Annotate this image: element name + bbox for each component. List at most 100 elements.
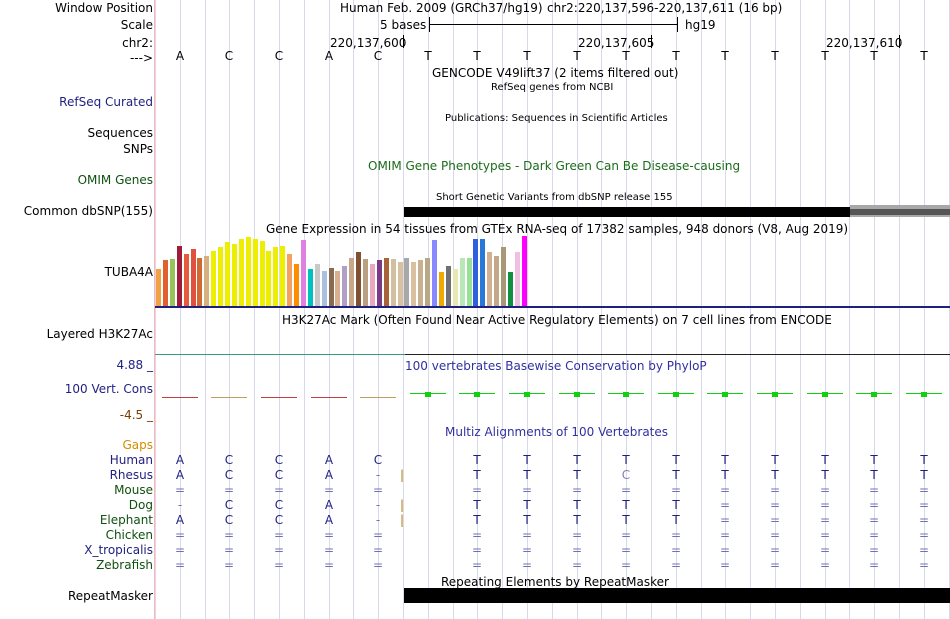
gtex-tissue-bar[interactable] xyxy=(321,271,327,306)
gtex-tissue-bar[interactable] xyxy=(162,260,168,306)
grid-line xyxy=(378,0,379,619)
gtex-tissue-bar[interactable] xyxy=(404,258,410,306)
gtex-gene-label[interactable]: TUBA4A xyxy=(104,265,153,279)
dbsnp-feature-dark[interactable] xyxy=(850,209,950,215)
gtex-tissue-bar[interactable] xyxy=(514,252,520,306)
gtex-tissue-bar[interactable] xyxy=(480,239,486,306)
species-label[interactable]: Rhesus xyxy=(109,468,153,482)
gtex-tissue-bar[interactable] xyxy=(459,258,465,306)
refseq-curated-label[interactable]: RefSeq Curated xyxy=(59,95,153,109)
gtex-tissue-bar[interactable] xyxy=(411,262,417,306)
snps-label[interactable]: SNPs xyxy=(123,142,153,156)
gtex-tissue-bar[interactable] xyxy=(287,254,293,306)
gtex-tissue-bar[interactable] xyxy=(494,256,500,306)
gtex-tissue-bar[interactable] xyxy=(231,244,237,306)
species-label[interactable]: Mouse xyxy=(114,483,153,497)
gtex-tissue-bar[interactable] xyxy=(376,260,382,306)
grid-line xyxy=(254,0,255,619)
gtex-tissue-bar[interactable] xyxy=(300,240,306,306)
scale-bar xyxy=(429,24,677,25)
h3k27ac-track-title: H3K27Ac Mark (Often Found Near Active Re… xyxy=(282,313,832,327)
gtex-tissue-bar[interactable] xyxy=(183,254,189,306)
alignment-base: = xyxy=(769,513,781,527)
gtex-tissue-bar[interactable] xyxy=(432,240,437,306)
gencode-track-title[interactable]: GENCODE V49lift37 (2 items filtered out) xyxy=(432,66,679,80)
base-letter: T xyxy=(771,49,779,63)
gtex-tissue-bar[interactable] xyxy=(169,259,175,306)
gtex-tissue-bar[interactable] xyxy=(369,264,375,306)
gtex-tissue-bar[interactable] xyxy=(390,259,396,306)
gtex-tissue-bar[interactable] xyxy=(487,252,493,306)
gtex-tissue-bar[interactable] xyxy=(245,237,251,306)
gtex-tissue-bar[interactable] xyxy=(466,258,472,306)
gtex-tissue-bar[interactable] xyxy=(307,269,313,306)
alignment-base: = xyxy=(273,483,285,497)
gtex-tissue-bar[interactable] xyxy=(418,260,424,306)
gtex-tissue-bar[interactable] xyxy=(452,269,458,306)
species-label[interactable]: X_tropicalis xyxy=(84,543,153,557)
gtex-tissue-bar[interactable] xyxy=(501,247,506,306)
gtex-tissue-bar[interactable] xyxy=(356,252,362,306)
gtex-tissue-bar[interactable] xyxy=(328,268,334,306)
gtex-tissue-bar[interactable] xyxy=(383,258,389,306)
phylop-negative-mark xyxy=(211,397,247,398)
alignment-base: - xyxy=(375,468,381,482)
cons-track-label[interactable]: 100 Vert. Cons xyxy=(64,382,153,396)
alignment-base: = xyxy=(372,543,384,557)
alignment-base: - xyxy=(375,498,381,512)
gtex-tissue-bar[interactable] xyxy=(273,247,279,306)
gtex-tissue-bar[interactable] xyxy=(363,259,368,306)
gtex-tissue-bar[interactable] xyxy=(507,272,513,306)
alignment-base: T xyxy=(870,453,878,467)
repeatmasker-label[interactable]: RepeatMasker xyxy=(67,589,153,603)
gtex-tissue-bar[interactable] xyxy=(252,239,258,306)
gtex-tissue-bar[interactable] xyxy=(266,251,272,306)
alignment-base: T xyxy=(573,468,581,482)
gtex-track-title: Gene Expression in 54 tissues from GTEx … xyxy=(266,222,849,236)
species-label[interactable]: Human xyxy=(109,453,153,467)
species-label[interactable]: Elephant xyxy=(99,513,153,527)
position-text[interactable]: chr2:220,137,596-220,137,611 (16 bp) xyxy=(547,1,783,15)
omim-genes-label[interactable]: OMIM Genes xyxy=(77,173,153,187)
gtex-tissue-bar[interactable] xyxy=(314,264,320,306)
gtex-tissue-bar[interactable] xyxy=(197,258,203,306)
gtex-tissue-bar[interactable] xyxy=(335,271,341,306)
gtex-tissue-bar[interactable] xyxy=(280,246,286,306)
gtex-tissue-bar[interactable] xyxy=(521,236,527,306)
alignment-base: = xyxy=(918,558,930,572)
alignment-base: = xyxy=(719,498,731,512)
gtex-tissue-bar[interactable] xyxy=(225,242,230,306)
coord-tick xyxy=(651,35,652,48)
alignment-base: = xyxy=(323,483,335,497)
gtex-tissue-bar[interactable] xyxy=(342,266,348,306)
gtex-tissue-bar[interactable] xyxy=(445,266,451,306)
grid-line xyxy=(874,0,875,619)
gtex-tissue-bar[interactable] xyxy=(156,269,161,306)
gtex-tissue-bar[interactable] xyxy=(218,247,224,306)
gtex-tissue-bar[interactable] xyxy=(204,256,210,306)
assembly-title[interactable]: Human Feb. 2009 (GRCh37/hg19) xyxy=(340,1,543,15)
gtex-tissue-bar[interactable] xyxy=(425,258,431,306)
sequences-label[interactable]: Sequences xyxy=(87,126,153,140)
gtex-tissue-bar[interactable] xyxy=(190,249,196,306)
gtex-tissue-bar[interactable] xyxy=(238,239,244,306)
alignment-base: C xyxy=(224,468,234,482)
gtex-tissue-bar[interactable] xyxy=(397,262,403,306)
layered-h3k27ac-label[interactable]: Layered H3K27Ac xyxy=(46,327,153,341)
dbsnp-feature-bar[interactable] xyxy=(404,207,850,217)
species-label[interactable]: Dog xyxy=(128,498,153,512)
repeatmasker-feature[interactable] xyxy=(404,588,950,603)
gtex-tissue-bar[interactable] xyxy=(176,246,182,306)
gaps-label[interactable]: Gaps xyxy=(122,438,153,452)
gtex-tissue-bar[interactable] xyxy=(211,251,217,306)
species-label[interactable]: Zebrafish xyxy=(96,558,153,572)
gtex-tissue-bar[interactable] xyxy=(259,241,265,306)
gtex-tissue-bar[interactable] xyxy=(349,258,355,306)
species-label[interactable]: Chicken xyxy=(105,528,153,542)
gtex-tissue-bar[interactable] xyxy=(438,272,444,306)
common-dbsnp-label[interactable]: Common dbSNP(155) xyxy=(23,204,153,218)
gtex-bar-chart[interactable] xyxy=(155,235,555,306)
gtex-tissue-bar[interactable] xyxy=(473,239,479,306)
gtex-tissue-bar[interactable] xyxy=(294,264,299,306)
